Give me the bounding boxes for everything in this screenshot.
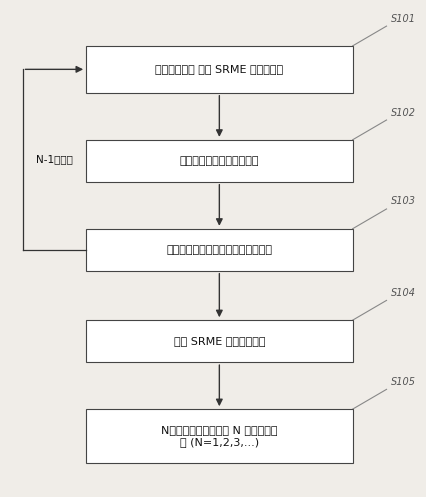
Bar — [86, 409, 353, 464]
Bar — [86, 46, 353, 93]
Bar — [86, 229, 353, 271]
Text: 利用非平稳匹配滤波提取准地震记录: 利用非平稳匹配滤波提取准地震记录 — [166, 245, 272, 255]
Text: N-1次循环: N-1次循环 — [36, 155, 73, 165]
Text: S104: S104 — [391, 288, 416, 298]
Text: S102: S102 — [391, 107, 416, 117]
Bar — [86, 140, 353, 182]
Bar — [86, 320, 353, 362]
Text: S103: S103 — [391, 196, 416, 206]
Text: 输入地震记录 利用 SRME 提取一次波: 输入地震记录 利用 SRME 提取一次波 — [155, 64, 283, 75]
Text: N次反聚焦变换获取第 N 阶表层多次
波 (N=1,2,3,...): N次反聚焦变换获取第 N 阶表层多次 波 (N=1,2,3,...) — [161, 425, 278, 447]
Text: 利用 SRME 提取准一次波: 利用 SRME 提取准一次波 — [174, 336, 265, 346]
Text: S101: S101 — [391, 13, 416, 24]
Text: 正聚焦变换获得聚焦域结果: 正聚焦变换获得聚焦域结果 — [180, 156, 259, 166]
Text: S105: S105 — [391, 377, 416, 387]
